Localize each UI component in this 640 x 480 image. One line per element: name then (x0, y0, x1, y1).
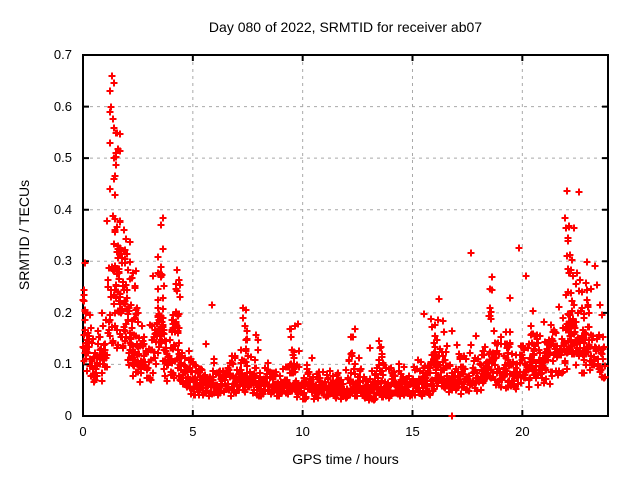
y-tick-label: 0.5 (53, 150, 72, 166)
y-tick-label: 0.2 (53, 304, 72, 320)
y-tick-label: 0.4 (53, 201, 72, 217)
y-tick-label: 0.3 (53, 253, 72, 269)
x-tick-label: 15 (405, 424, 420, 439)
x-tick-label: 20 (515, 424, 530, 439)
x-axis-label: GPS time / hours (292, 451, 399, 467)
chart-title: Day 080 of 2022, SRMTID for receiver ab0… (208, 19, 483, 35)
x-tick-label: 10 (295, 424, 310, 439)
y-tick-label: 0 (64, 408, 72, 423)
y-tick-label: 0.7 (53, 47, 72, 62)
y-tick-label: 0.6 (53, 98, 72, 114)
x-tick-label: 0 (79, 424, 87, 439)
x-tick-label: 5 (189, 424, 197, 439)
data-points (79, 72, 609, 420)
y-tick-label: 0.1 (53, 356, 72, 372)
y-axis-label: SRMTID / TECUs (16, 179, 32, 291)
